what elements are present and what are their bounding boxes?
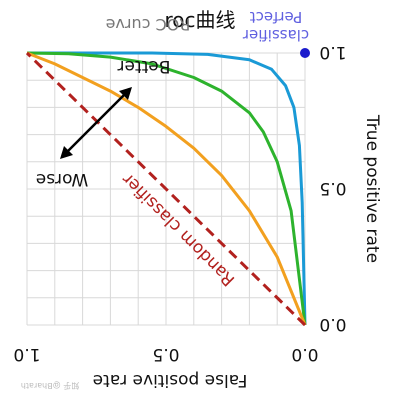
y-tick-label: 0.0: [319, 314, 346, 334]
perfect-classifier-point: [300, 48, 310, 58]
series-line-0: [27, 51, 307, 326]
x-axis-label: False positive rate: [93, 370, 248, 390]
worse-annotation: Worse: [36, 169, 89, 189]
better-worse-arrow: [60, 87, 132, 159]
y-axis-label: True positive rate: [362, 114, 382, 263]
chart-title: ROC curve: [106, 15, 191, 34]
x-tick-label: 0.0: [291, 344, 318, 364]
series-layer: [25, 48, 310, 327]
random-classifier-label: Random classifier: [118, 169, 239, 290]
x-tick-label: 1.0: [13, 344, 40, 364]
series-line-1: [26, 51, 307, 326]
y-tick-label: 1.0: [319, 42, 346, 62]
perfect-label-line2: classifier: [242, 26, 309, 44]
better-annotation: Better: [118, 56, 171, 76]
ticks: 0.0 0.5 1.0 0.0 0.5 1.0: [13, 42, 346, 364]
series-line-2: [26, 51, 307, 326]
page-title: roc曲线: [164, 8, 236, 32]
perfect-label-line1: Perfect: [250, 8, 303, 26]
series-line-3: [25, 51, 307, 327]
y-tick-label: 0.5: [319, 178, 346, 198]
x-tick-label: 0.5: [152, 344, 179, 364]
watermark: 知乎 @Bharath: [21, 381, 79, 391]
